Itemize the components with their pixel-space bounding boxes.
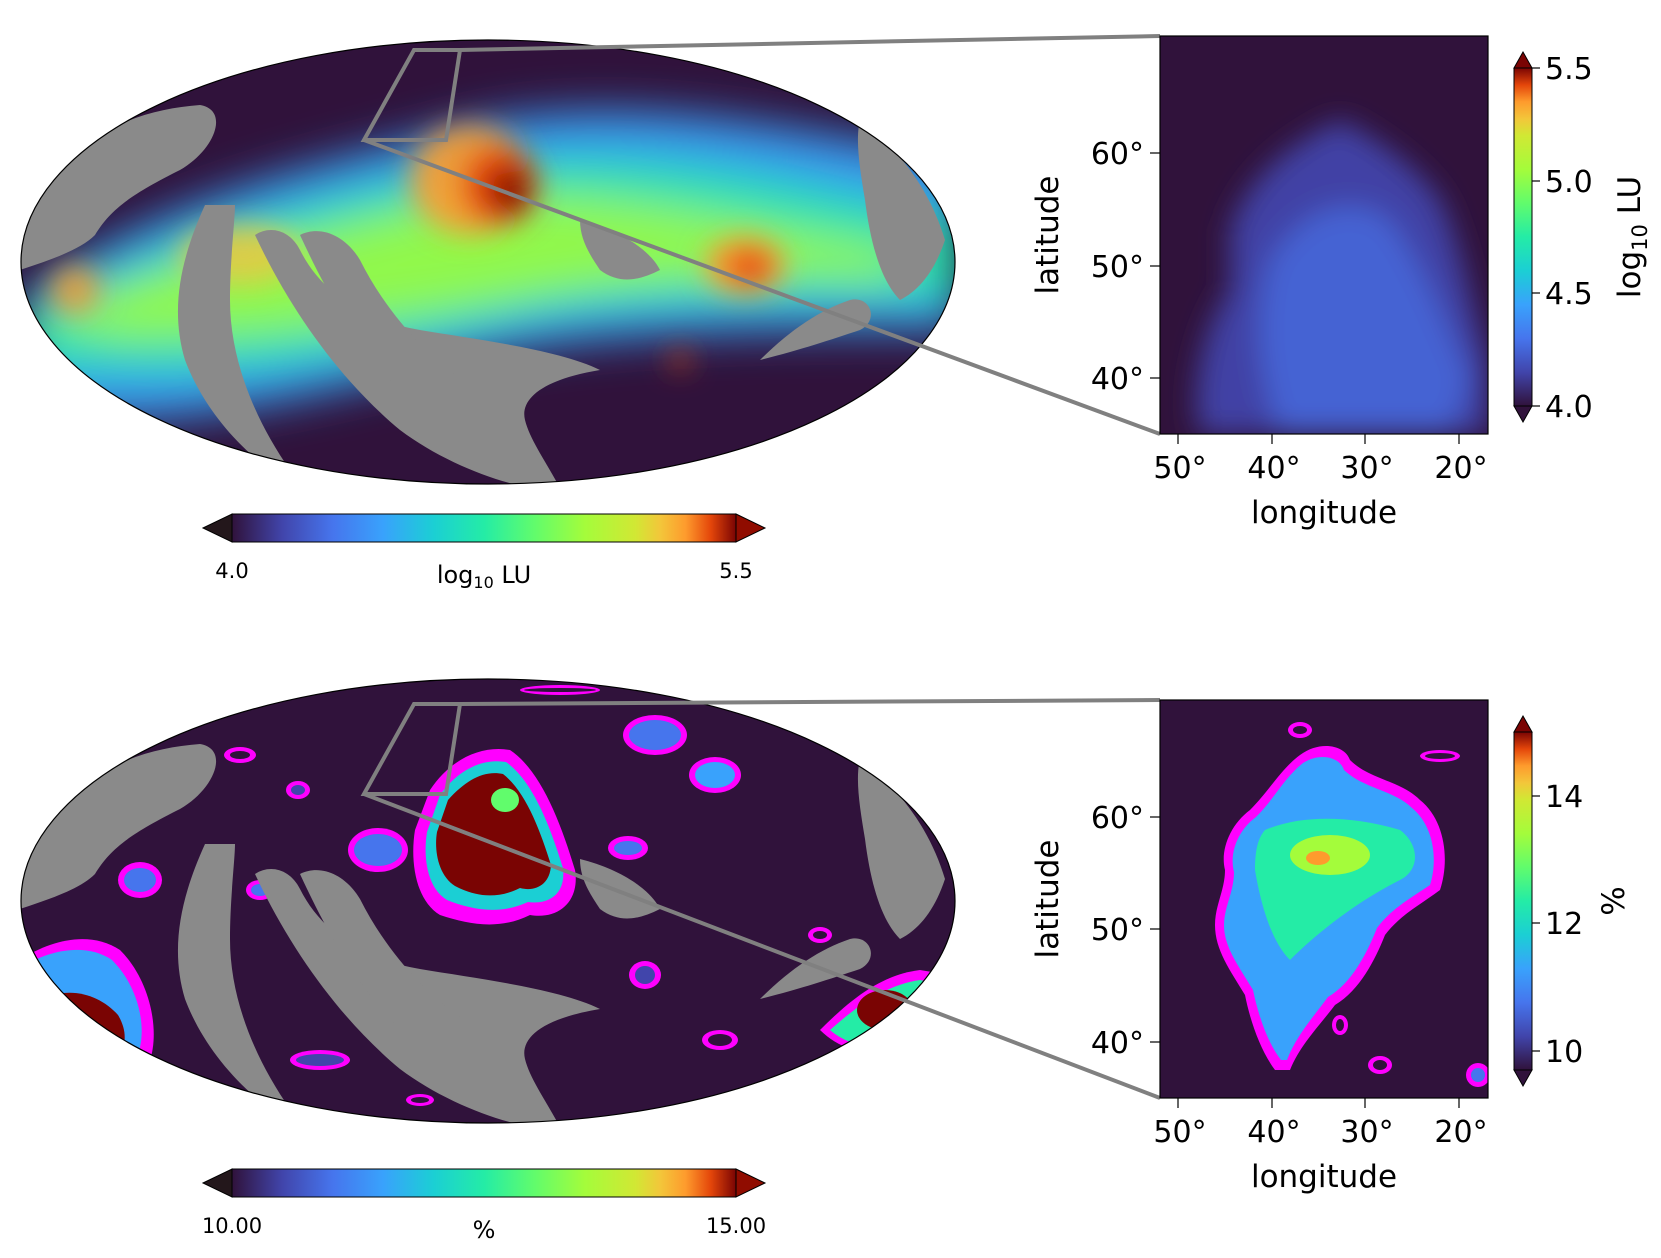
top-map-zoom-box [360, 48, 463, 142]
bottom-vcolorbar-tick-label-14: 14 [1545, 780, 1583, 815]
bottom-allsky-map [20, 678, 1161, 1124]
top-map-outline [20, 39, 956, 485]
bottom-zoom-xtick-label-30: 30° [1340, 1115, 1393, 1150]
bottom-hcolorbar-extend-high [735, 1168, 767, 1198]
top-hcolorbar-tick-max: 5.5 [719, 559, 752, 583]
bottom-zoom-ylabel: latitude [1030, 840, 1066, 959]
bottom-zoom-xtick-label-40: 40° [1247, 1115, 1300, 1150]
bottom-horizontal-colorbar: 10.00 15.00 % [201, 1168, 767, 1244]
bottom-map-zoom-box [360, 702, 463, 796]
top-zoom-xtick-label-40: 40° [1247, 451, 1300, 486]
top-zoom-connector-lower [363, 138, 1161, 436]
bottom-hcolorbar-tick-min: 10.00 [202, 1214, 262, 1238]
bottom-vcolorbar-label: % [1596, 886, 1632, 915]
bottom-map-outline [20, 678, 956, 1124]
top-vcolorbar-tick-label-4.0: 4.0 [1545, 390, 1593, 425]
bottom-zoom-connector-lower [363, 792, 1161, 1100]
bottom-zoom-xtick-label-50: 50° [1153, 1115, 1206, 1150]
bottom-vcolorbar-ticks [1532, 795, 1540, 1052]
bottom-zoom-excess-patch [1215, 722, 1488, 1087]
top-zoom-ytick-label-60: 60° [1091, 137, 1144, 172]
bottom-vcolorbar-extend-high [1513, 714, 1533, 733]
top-vertical-colorbar: 4.0 4.5 5.0 5.5 log10 LU [1513, 50, 1652, 425]
top-zoom-ytick-label-40: 40° [1091, 362, 1144, 397]
bottom-zoom-xtick-label-20: 20° [1434, 1115, 1487, 1150]
top-hcolorbar-extend-high [735, 513, 767, 543]
bottom-zoom-x-axis: 50° 40° 30° 20° longitude [1153, 1098, 1488, 1195]
top-map-masked-regions [21, 105, 945, 484]
bottom-hcolorbar-label: % [473, 1216, 496, 1244]
top-zoom-emission [1196, 120, 1488, 434]
bottom-zoom-ytick-label-50: 50° [1091, 913, 1144, 948]
top-horizontal-colorbar: 4.0 5.5 log10 LU [201, 513, 767, 592]
top-zoom-connector-upper [459, 34, 1161, 52]
top-vcolorbar-tick-label-5.5: 5.5 [1545, 52, 1593, 87]
bottom-zoom-y-axis: 40° 50° 60° latitude [1030, 801, 1160, 1061]
bottom-zoom-xlabel: longitude [1251, 1159, 1397, 1195]
bottom-zoom-connector-upper [459, 698, 1161, 706]
top-zoom-ytick-label-50: 50° [1091, 250, 1144, 285]
top-zoom-frame [1159, 35, 1489, 435]
top-vcolorbar-extend-low [1513, 405, 1533, 424]
top-zoom-xtick-label-50: 50° [1153, 451, 1206, 486]
top-vcolorbar-extend-high [1513, 50, 1533, 69]
bottom-vcolorbar-tick-label-12: 12 [1545, 907, 1583, 942]
bottom-vertical-colorbar: 10 12 14 % [1513, 714, 1632, 1088]
bottom-zoom-frame [1159, 699, 1489, 1099]
top-vcolorbar-gradient [1513, 67, 1533, 407]
top-hcolorbar-label: log10 LU [437, 561, 531, 592]
top-zoom-xtick-label-30: 30° [1340, 451, 1393, 486]
top-hcolorbar-extend-low [201, 513, 233, 543]
top-vcolorbar-label: log10 LU [1612, 176, 1652, 298]
top-hcolorbar-tick-min: 4.0 [215, 559, 248, 583]
bottom-vcolorbar-tick-label-10: 10 [1545, 1035, 1583, 1070]
bottom-map-masked-regions [21, 744, 945, 1123]
bottom-hcolorbar-tick-max: 15.00 [706, 1214, 766, 1238]
top-zoom-panel: 40° 50° 60° latitude 50° 40° 30° 20° lon… [1030, 35, 1489, 531]
top-allsky-map [20, 34, 1161, 485]
top-zoom-x-axis: 50° 40° 30° 20° longitude [1153, 434, 1488, 531]
bottom-hcolorbar-extend-low [201, 1168, 233, 1198]
bottom-vcolorbar-extend-low [1513, 1069, 1533, 1088]
bottom-hcolorbar-gradient [231, 1168, 737, 1198]
top-vcolorbar-ticks [1532, 67, 1540, 407]
top-zoom-xtick-label-20: 20° [1434, 451, 1487, 486]
bottom-vcolorbar-gradient [1513, 731, 1533, 1071]
top-zoom-ylabel: latitude [1030, 176, 1066, 295]
bottom-zoom-ytick-label-40: 40° [1091, 1026, 1144, 1061]
top-zoom-xlabel: longitude [1251, 495, 1397, 531]
top-hcolorbar-gradient [231, 513, 737, 543]
top-vcolorbar-tick-label-4.5: 4.5 [1545, 277, 1593, 312]
bottom-zoom-ytick-label-60: 60° [1091, 801, 1144, 836]
top-vcolorbar-tick-label-5.0: 5.0 [1545, 165, 1593, 200]
top-map-emission-band [21, 111, 955, 420]
top-zoom-y-axis: 40° 50° 60° latitude [1030, 137, 1160, 397]
bottom-zoom-panel: 40° 50° 60° latitude 50° 40° 30° 20° lon… [1030, 699, 1489, 1195]
